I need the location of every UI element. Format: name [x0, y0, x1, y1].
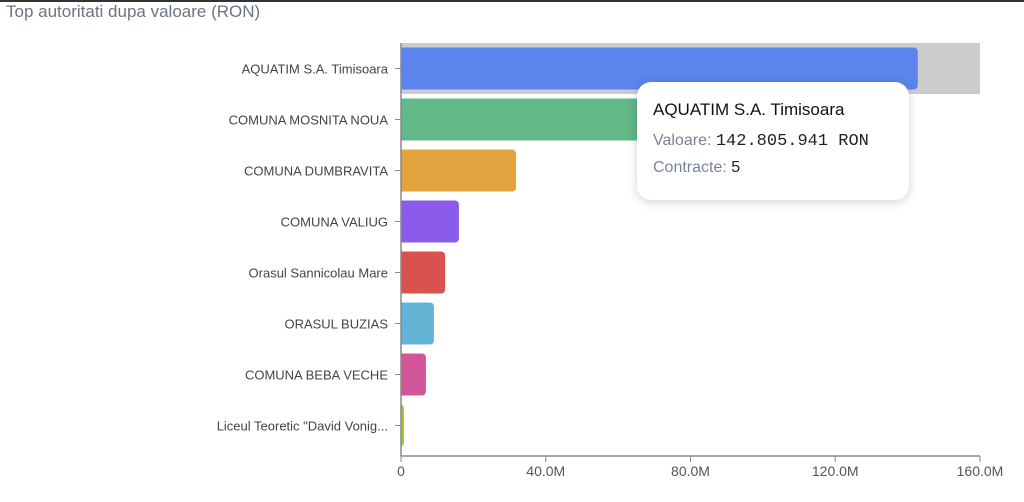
x-tick-label: 160.0M — [957, 463, 1004, 479]
tooltip-value-label: Valoare: — [653, 132, 712, 149]
category-label: COMUNA MOSNITA NOUA — [229, 113, 389, 128]
x-tick-label: 0 — [397, 463, 405, 479]
bar[interactable] — [401, 353, 426, 396]
chart-tooltip: AQUATIM S.A. Timisoara Valoare: 142.805.… — [637, 82, 909, 200]
x-tick-label: 80.0M — [671, 463, 710, 479]
bar[interactable] — [401, 149, 517, 192]
x-tick-label: 40.0M — [526, 463, 565, 479]
chart-title: Top autoritati dupa valoare (RON) — [6, 2, 261, 21]
category-label: Orasul Sannicolau Mare — [249, 266, 388, 281]
tooltip-contracts-label: Contracte: — [653, 159, 727, 176]
bar[interactable] — [401, 200, 459, 243]
bar[interactable] — [401, 98, 648, 141]
bar[interactable] — [401, 47, 918, 90]
tooltip-value: 142.805.941 RON — [715, 132, 869, 151]
category-label: COMUNA VALIUG — [281, 215, 388, 230]
tooltip-contracts: 5 — [731, 159, 741, 176]
category-label: COMUNA BEBA VECHE — [245, 368, 388, 383]
tooltip-title: AQUATIM S.A. Timisoara — [653, 100, 845, 119]
top-border — [0, 0, 1024, 2]
bar[interactable] — [401, 251, 446, 294]
x-tick-label: 120.0M — [812, 463, 859, 479]
category-label: AQUATIM S.A. Timisoara — [242, 62, 389, 77]
category-label: ORASUL BUZIAS — [284, 317, 388, 332]
bar[interactable] — [401, 302, 434, 345]
category-label: Liceul Teoretic "David Vonig... — [217, 419, 388, 434]
category-label: COMUNA DUMBRAVITA — [244, 164, 388, 179]
